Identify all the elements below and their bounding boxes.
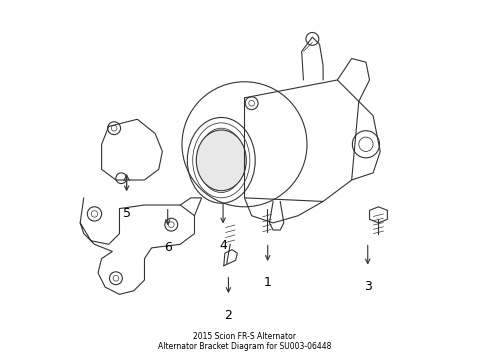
Text: 2: 2 <box>224 309 232 321</box>
Text: 6: 6 <box>163 241 171 254</box>
Text: 1: 1 <box>263 276 271 289</box>
Text: 2015 Scion FR-S Alternator
Alternator Bracket Diagram for SU003-06448: 2015 Scion FR-S Alternator Alternator Br… <box>158 332 330 351</box>
Ellipse shape <box>196 130 246 191</box>
Text: 5: 5 <box>122 207 130 220</box>
Text: 3: 3 <box>363 280 371 293</box>
Text: 4: 4 <box>219 239 226 252</box>
